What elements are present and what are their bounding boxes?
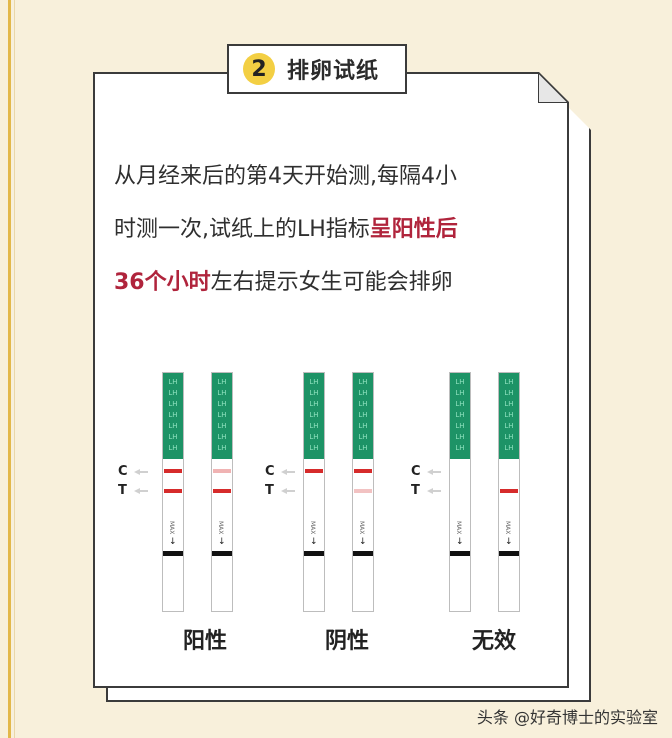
left-border-rule-inner — [14, 0, 15, 738]
max-line — [304, 551, 324, 556]
pointer-arrow-icon — [427, 469, 441, 475]
test-strip: LH LH LH LH LH LH LH MAX ↓ — [211, 372, 233, 612]
pointer-arrow-icon — [281, 488, 295, 494]
invalid-label: 无效 — [471, 629, 516, 654]
c-band — [354, 469, 372, 473]
highlight-text: 36个小时 — [114, 270, 211, 295]
t-band — [213, 489, 231, 493]
description-line-3: 36个小时左右提示女生可能会排卵 — [114, 256, 564, 309]
description-text: 时测一次,试纸上的LH指标 — [114, 217, 370, 242]
max-line — [163, 551, 183, 556]
max-line — [212, 551, 232, 556]
test-strip: LH LH LH LH LH LH LH MAX ↓ — [303, 372, 325, 612]
pointer-arrow-icon — [427, 488, 441, 494]
folded-corner-icon — [538, 72, 569, 103]
watermark: 头条 @好奇博士的实验室 — [476, 708, 658, 727]
t-label: T — [265, 483, 274, 498]
max-mark: MAX — [504, 521, 511, 535]
t-label: T — [411, 483, 420, 498]
positive-label: 阳性 — [182, 629, 227, 654]
c-band — [213, 469, 231, 473]
t-label: T — [118, 483, 127, 498]
c-label: C — [265, 464, 275, 479]
c-band — [164, 469, 182, 473]
t-band — [354, 489, 372, 493]
t-band — [164, 489, 182, 493]
dip-arrow-icon: ↓ — [359, 537, 367, 547]
dip-arrow-icon: ↓ — [218, 537, 226, 547]
description-line-1: 从月经来后的第4天开始测,每隔4小 — [114, 164, 457, 189]
negative-label: 阴性 — [324, 629, 369, 654]
strip-window: LH LH LH LH LH LH LH — [212, 373, 232, 459]
dip-arrow-icon: ↓ — [310, 537, 318, 547]
max-mark: MAX — [358, 521, 365, 535]
strip-window: LH LH LH LH LH LH LH — [163, 373, 183, 459]
test-strip: LH LH LH LH LH LH LH MAX ↓ — [498, 372, 520, 612]
t-band — [500, 489, 518, 493]
test-strip: LH LH LH LH LH LH LH MAX ↓ — [352, 372, 374, 612]
pointer-arrow-icon — [134, 469, 148, 475]
dip-arrow-icon: ↓ — [505, 537, 513, 547]
section-number: 2 — [243, 53, 275, 85]
section-badge: 2 排卵试纸 — [227, 44, 407, 94]
strip-window: LH LH LH LH LH LH LH — [450, 373, 470, 459]
strip-window: LH LH LH LH LH LH LH — [353, 373, 373, 459]
c-label: C — [411, 464, 421, 479]
test-strip: LH LH LH LH LH LH LH MAX ↓ — [449, 372, 471, 612]
max-mark: MAX — [309, 521, 316, 535]
max-mark: MAX — [217, 521, 224, 535]
test-strip: LH LH LH LH LH LH LH MAX ↓ — [162, 372, 184, 612]
dip-arrow-icon: ↓ — [169, 537, 177, 547]
strip-window: LH LH LH LH LH LH LH — [499, 373, 519, 459]
highlight-text: 呈阳性后 — [369, 217, 458, 242]
pointer-arrow-icon — [281, 469, 295, 475]
pointer-arrow-icon — [134, 488, 148, 494]
max-line — [353, 551, 373, 556]
section-title: 排卵试纸 — [287, 59, 380, 84]
description-text: 左右提示女生可能会排卵 — [210, 270, 453, 295]
max-line — [450, 551, 470, 556]
strip-window: LH LH LH LH LH LH LH — [304, 373, 324, 459]
max-mark: MAX — [168, 521, 175, 535]
left-border-rule — [8, 0, 11, 738]
max-line — [499, 551, 519, 556]
description-paragraph: 从月经来后的第4天开始测,每隔4小 时测一次,试纸上的LH指标呈阳性后 36个小… — [114, 150, 564, 309]
c-band — [305, 469, 323, 473]
max-mark: MAX — [455, 521, 462, 535]
description-line-2: 时测一次,试纸上的LH指标呈阳性后 — [114, 203, 564, 256]
c-label: C — [118, 464, 128, 479]
dip-arrow-icon: ↓ — [456, 537, 464, 547]
